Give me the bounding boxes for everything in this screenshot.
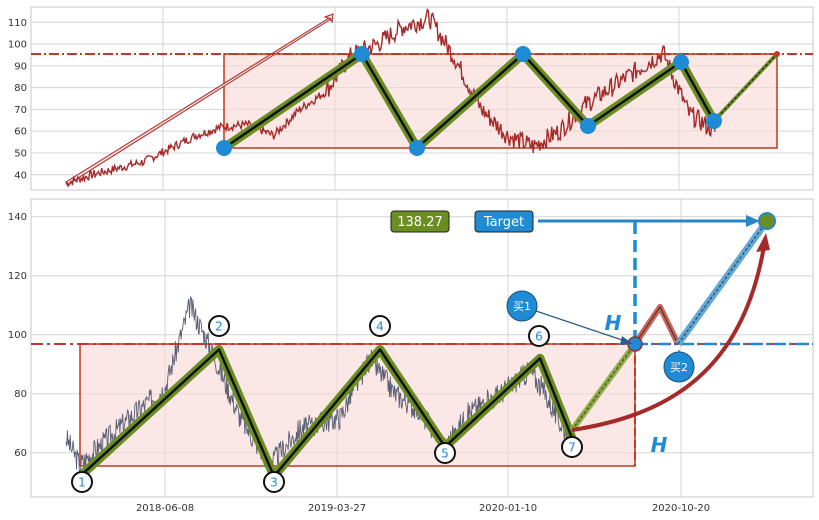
- buy1-marker: [506, 290, 538, 322]
- buy1-text: 买1: [513, 300, 531, 313]
- x-tick-label: 2020-10-20: [652, 503, 710, 514]
- pivot-label: 5: [441, 447, 449, 461]
- pullback-inner: [634, 306, 679, 345]
- top-price-line: [65, 8, 716, 188]
- breakout-leg-inner: [571, 343, 636, 431]
- bottom-y-tick-label: 100: [8, 330, 27, 341]
- top-pivot-dot: [409, 140, 425, 156]
- pivot-label: 2: [215, 320, 223, 334]
- top-y-tick-label: 100: [8, 40, 27, 51]
- target-arrow-head-icon: [746, 215, 760, 227]
- projection-arrow-head-icon: [756, 233, 770, 252]
- top-pivot-dot: [706, 113, 722, 129]
- buy2-text: 买2: [670, 361, 688, 374]
- height-label-upper: H: [605, 311, 622, 335]
- target-label-text: Target: [483, 215, 524, 230]
- bottom-y-tick-label: 60: [14, 448, 27, 459]
- x-tick-label: 2019-03-27: [308, 503, 366, 514]
- bottom-zigzag-inner: [79, 348, 574, 478]
- target-value-badge: [390, 210, 450, 233]
- top-y-tick-label: 50: [14, 148, 27, 159]
- buy1-pointer-head-icon: [620, 336, 633, 345]
- top-pivot-dot: [354, 46, 370, 62]
- top-pivot-dot: [216, 140, 232, 156]
- pivot-label: 3: [270, 476, 278, 490]
- bottom-x-ticks: 2018-06-08 2019-03-27 2020-01-10 2020-10-20: [136, 503, 710, 514]
- top-y-tick-label: 80: [14, 83, 27, 94]
- x-tick-label: 2020-01-10: [479, 503, 537, 514]
- target-value-text: 138.27: [397, 215, 443, 230]
- pivot-circle: [561, 436, 583, 458]
- bottom-y-tick-label: 140: [8, 212, 27, 223]
- pivot-label: 6: [535, 330, 543, 344]
- top-y-tick-label: 90: [14, 61, 27, 72]
- buy1-pointer: [535, 310, 629, 343]
- height-label-lower: H: [651, 433, 668, 457]
- bottom-y-tick-label: 80: [14, 389, 27, 400]
- top-y-ticks: 40 50 60 70 80 90 100 110: [8, 18, 27, 182]
- target-dot: [758, 212, 776, 230]
- pivot-label: 1: [78, 476, 86, 490]
- bottom-pivot-labels: 1 2 3 4 5 6 7: [71, 315, 583, 493]
- pivot-circle: [434, 442, 456, 464]
- target-path-inner: [677, 220, 768, 345]
- top-pivot-dot: [515, 46, 531, 62]
- top-pivot-dot: [580, 118, 596, 134]
- top-y-tick-label: 110: [8, 18, 27, 29]
- top-pivot-dots: [216, 46, 722, 156]
- pivot-circle: [369, 315, 391, 337]
- top-projection-inner: [713, 53, 778, 122]
- target-label-badge: [474, 210, 534, 233]
- top-projection-end: [774, 51, 780, 57]
- trend-arrow-icon: [65, 13, 334, 186]
- x-tick-label: 2018-06-08: [136, 503, 194, 514]
- top-y-tick-label: 40: [14, 170, 27, 181]
- projection-curve-arrow: [571, 239, 767, 432]
- pivot-circle: [528, 325, 550, 347]
- bottom-y-tick-label: 120: [8, 271, 27, 282]
- top-pivot-dot: [673, 54, 689, 70]
- pivot-label: 4: [376, 320, 384, 334]
- pivot-circle: [71, 471, 93, 493]
- pivot-circle: [208, 315, 230, 337]
- pivot-circle: [263, 471, 285, 493]
- top-y-tick-label: 70: [14, 105, 27, 116]
- buy2-marker: [663, 351, 695, 383]
- bottom-y-ticks: 60 80 100 120 140: [8, 212, 27, 459]
- top-y-tick-label: 60: [14, 127, 27, 138]
- pivot-label: 7: [568, 441, 576, 455]
